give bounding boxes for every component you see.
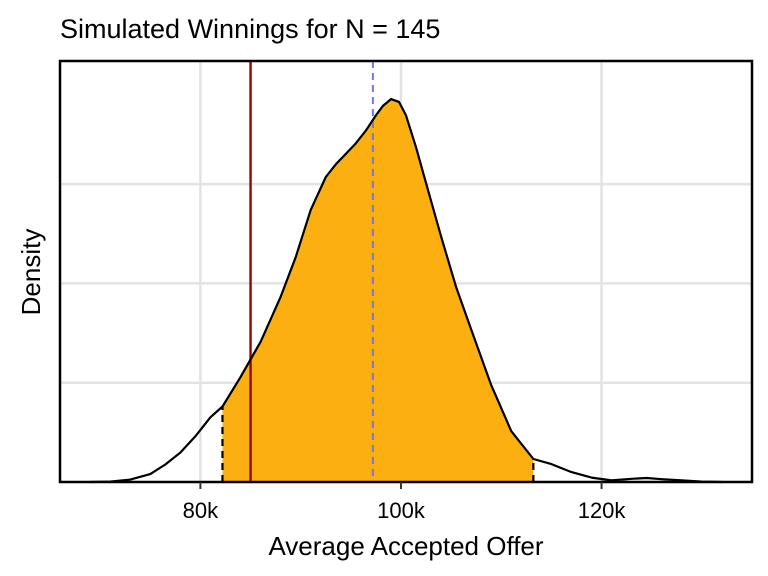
- x-tick-label-2: 120k: [578, 498, 627, 523]
- density-curve: [90, 98, 722, 484]
- chart-title: Simulated Winnings for N = 145: [60, 14, 440, 44]
- x-tick-label-1: 100k: [377, 498, 426, 523]
- plot-layer: 80k 100k 120k: [58, 59, 754, 523]
- plot-border: [58, 59, 754, 484]
- x-axis-label: Average Accepted Offer: [268, 531, 543, 561]
- y-axis-label: Density: [16, 229, 46, 316]
- x-tick-label-0: 80k: [183, 498, 219, 523]
- interval-area: [222, 99, 534, 482]
